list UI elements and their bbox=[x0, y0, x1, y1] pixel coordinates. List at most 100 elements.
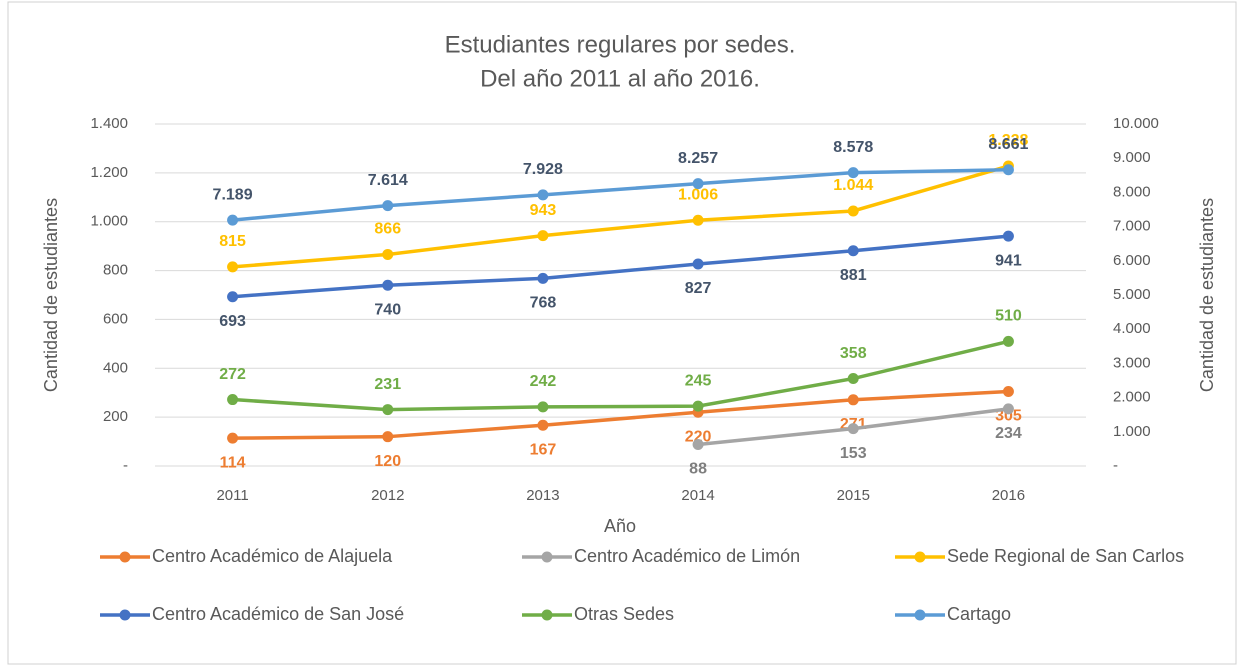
data-label: 7.189 bbox=[213, 186, 253, 203]
data-point bbox=[227, 261, 239, 273]
data-point bbox=[692, 214, 704, 226]
series-line bbox=[230, 389, 1011, 440]
chart-subtitle: Del año 2011 al año 2016. bbox=[480, 65, 760, 92]
data-label: 740 bbox=[374, 301, 401, 318]
data-point bbox=[692, 439, 704, 451]
legend-marker bbox=[914, 609, 926, 621]
data-label: 881 bbox=[840, 267, 867, 284]
data-label: 7.614 bbox=[368, 172, 408, 189]
series-line bbox=[230, 234, 1011, 299]
data-point bbox=[847, 205, 859, 217]
x-tick-label: 2011 bbox=[216, 487, 248, 504]
data-label: 231 bbox=[374, 376, 401, 393]
y-tick-label: - bbox=[123, 457, 128, 474]
data-label: 8.578 bbox=[833, 139, 873, 156]
data-label: 234 bbox=[995, 425, 1022, 442]
data-label: 272 bbox=[219, 366, 246, 383]
data-point bbox=[692, 258, 704, 270]
data-point bbox=[692, 178, 704, 190]
data-label: 220 bbox=[685, 428, 712, 445]
data-point bbox=[382, 404, 394, 416]
data-label: 768 bbox=[530, 295, 557, 312]
legend-marker bbox=[914, 551, 926, 563]
data-point bbox=[537, 419, 549, 431]
x-tick-label: 2012 bbox=[371, 487, 404, 504]
y2-tick-label: 10.000 bbox=[1113, 115, 1159, 132]
data-point bbox=[1002, 164, 1014, 176]
legend-marker bbox=[541, 551, 553, 563]
chart-title: Estudiantes regulares por sedes. bbox=[445, 31, 796, 58]
data-label: 866 bbox=[374, 221, 401, 238]
legend-label: Cartago bbox=[947, 604, 1011, 624]
chart-frame bbox=[7, 1, 1237, 665]
data-point bbox=[227, 214, 239, 226]
data-label: 305 bbox=[995, 408, 1022, 425]
data-label: 8.257 bbox=[678, 150, 718, 167]
data-label: 1.006 bbox=[678, 186, 718, 203]
y2-tick-label: 9.000 bbox=[1113, 149, 1151, 166]
y2-tick-label: 4.000 bbox=[1113, 320, 1151, 337]
data-label: 120 bbox=[374, 453, 401, 470]
data-point bbox=[382, 200, 394, 212]
data-point bbox=[537, 230, 549, 242]
x-tick-label: 2016 bbox=[992, 487, 1025, 504]
data-label: 941 bbox=[995, 252, 1022, 269]
data-label: 7.928 bbox=[523, 161, 563, 178]
data-point bbox=[382, 248, 394, 260]
data-point bbox=[227, 432, 239, 444]
y2-tick-label: - bbox=[1113, 457, 1118, 474]
y-axis-label: Cantidad de estudiantes bbox=[41, 198, 61, 392]
data-label: 510 bbox=[995, 308, 1022, 325]
data-label: 8.661 bbox=[988, 136, 1028, 153]
y-tick-label: 1.000 bbox=[90, 213, 128, 230]
data-label: 153 bbox=[840, 445, 867, 462]
x-axis-label: Año bbox=[604, 516, 636, 536]
data-label: 943 bbox=[530, 202, 557, 219]
data-point bbox=[382, 279, 394, 291]
legend-label: Otras Sedes bbox=[574, 604, 674, 624]
data-point bbox=[1002, 335, 1014, 347]
data-point bbox=[692, 400, 704, 412]
data-point bbox=[227, 291, 239, 303]
data-label: 827 bbox=[685, 280, 712, 297]
data-label: 114 bbox=[220, 454, 246, 471]
data-label: 1.228 bbox=[988, 132, 1028, 149]
legend-marker bbox=[119, 609, 131, 621]
series-line bbox=[230, 164, 1011, 269]
y2-tick-label: 5.000 bbox=[1113, 286, 1151, 303]
data-label: 88 bbox=[689, 461, 707, 478]
y-tick-label: 600 bbox=[103, 310, 128, 327]
y2-tick-label: 2.000 bbox=[1113, 389, 1151, 406]
data-label: 167 bbox=[530, 441, 557, 458]
y2-tick-label: 6.000 bbox=[1113, 252, 1151, 269]
data-point bbox=[1002, 230, 1014, 242]
x-tick-label: 2013 bbox=[526, 487, 559, 504]
y-tick-label: 800 bbox=[103, 262, 128, 279]
data-label: 242 bbox=[530, 373, 557, 390]
data-label: 1.044 bbox=[833, 177, 873, 194]
y2-tick-label: 7.000 bbox=[1113, 218, 1151, 235]
data-label: 358 bbox=[840, 345, 867, 362]
y2-tick-label: 3.000 bbox=[1113, 354, 1151, 371]
data-point bbox=[1002, 403, 1014, 415]
data-point bbox=[537, 272, 549, 284]
data-label: 693 bbox=[219, 313, 246, 330]
legend-marker bbox=[541, 609, 553, 621]
y-tick-label: 400 bbox=[103, 359, 128, 376]
data-point bbox=[847, 394, 859, 406]
data-point bbox=[382, 431, 394, 443]
x-tick-label: 2014 bbox=[681, 487, 714, 504]
y2-tick-label: 8.000 bbox=[1113, 183, 1151, 200]
data-point bbox=[1002, 385, 1014, 397]
legend-label: Sede Regional de San Carlos bbox=[947, 546, 1184, 566]
series-line bbox=[230, 168, 1011, 222]
y2-axis-label: Cantidad de estudiantes bbox=[1197, 198, 1217, 392]
data-point bbox=[847, 423, 859, 435]
legend-label: Centro Académico de San José bbox=[152, 604, 404, 624]
data-point bbox=[847, 245, 859, 257]
data-label: 245 bbox=[685, 372, 712, 389]
data-point bbox=[847, 373, 859, 385]
data-point bbox=[847, 167, 859, 179]
y2-tick-label: 1.000 bbox=[1113, 423, 1151, 440]
